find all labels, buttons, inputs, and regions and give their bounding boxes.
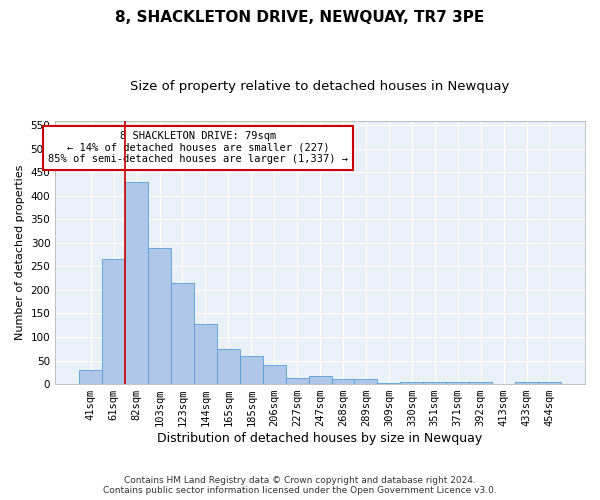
Bar [194,324,217,384]
Bar [332,380,355,384]
Bar [263,366,286,384]
Y-axis label: Number of detached properties: Number of detached properties [15,164,25,340]
Bar [286,378,308,384]
Bar [102,260,125,384]
Title: Size of property relative to detached houses in Newquay: Size of property relative to detached ho… [130,80,510,93]
Bar [377,382,400,384]
Bar [446,382,469,384]
Bar [125,182,148,384]
Bar [240,356,263,384]
Text: 8 SHACKLETON DRIVE: 79sqm
← 14% of detached houses are smaller (227)
85% of semi: 8 SHACKLETON DRIVE: 79sqm ← 14% of detac… [48,131,348,164]
Bar [308,376,332,384]
Bar [171,283,194,384]
Bar [217,349,240,384]
Text: Contains HM Land Registry data © Crown copyright and database right 2024.
Contai: Contains HM Land Registry data © Crown c… [103,476,497,495]
Bar [538,382,561,384]
Text: 8, SHACKLETON DRIVE, NEWQUAY, TR7 3PE: 8, SHACKLETON DRIVE, NEWQUAY, TR7 3PE [115,10,485,25]
Bar [79,370,102,384]
Bar [423,382,446,384]
X-axis label: Distribution of detached houses by size in Newquay: Distribution of detached houses by size … [157,432,483,445]
Bar [355,380,377,384]
Bar [515,382,538,384]
Bar [469,382,492,384]
Bar [400,382,423,384]
Bar [148,248,171,384]
